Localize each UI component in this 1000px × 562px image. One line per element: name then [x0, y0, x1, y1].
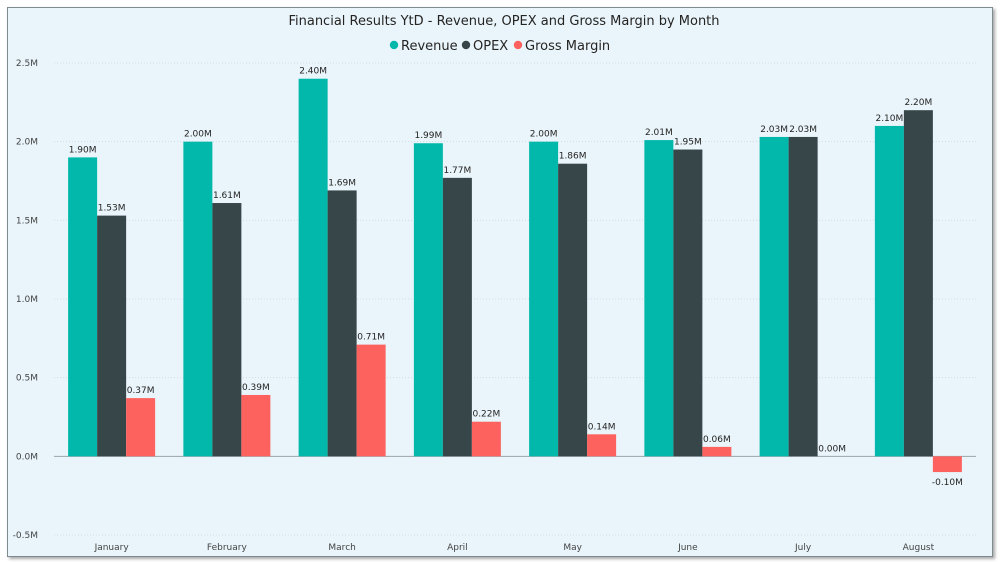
y-tick-label: 2.0M — [16, 138, 38, 148]
bar-gross-margin-january — [126, 398, 156, 457]
x-tick-label: February — [207, 543, 248, 553]
legend-label: Gross Margin — [525, 39, 610, 54]
data-label: 0.00M — [818, 444, 846, 454]
data-label: 1.90M — [69, 145, 97, 155]
data-label: 1.77M — [443, 166, 471, 176]
bars — [68, 78, 962, 473]
x-tick-label: July — [794, 543, 812, 553]
bar-revenue-may — [529, 141, 559, 457]
y-tick-label: 2.5M — [16, 59, 38, 69]
bar-opex-april — [442, 177, 472, 457]
chart-frame: Financial Results YtD - Revenue, OPEX an… — [7, 7, 993, 557]
data-label: 2.03M — [789, 125, 817, 135]
x-tick-label: June — [677, 543, 698, 553]
y-tick-label: 0.5M — [16, 374, 38, 384]
data-label: 0.71M — [357, 333, 385, 343]
bar-revenue-july — [759, 136, 789, 457]
chart-title: Financial Results YtD - Revenue, OPEX an… — [288, 14, 719, 29]
data-label: 1.69M — [328, 178, 356, 188]
bar-gross-margin-april — [471, 421, 501, 457]
y-axis: -0.5M 0.0M 0.5M 1.0M 1.5M 2.0M 2.5M — [13, 59, 38, 541]
bar-revenue-august — [874, 125, 904, 457]
y-tick-label: 1.5M — [16, 216, 38, 226]
data-label: 2.20M — [904, 98, 932, 108]
data-label: 0.22M — [472, 410, 500, 420]
data-label: 2.00M — [530, 130, 558, 140]
bar-gross-margin-may — [587, 434, 617, 457]
x-tick-label: August — [903, 543, 935, 553]
legend-marker — [389, 40, 399, 50]
data-label: 2.01M — [645, 128, 673, 138]
data-label: 0.39M — [242, 383, 270, 393]
bar-revenue-february — [183, 141, 213, 457]
data-label: 1.61M — [213, 191, 241, 201]
x-tick-label: April — [447, 543, 468, 553]
data-label: 0.14M — [588, 422, 616, 432]
x-axis: January February March April May June July Augu… — [94, 543, 935, 553]
data-label: -0.10M — [932, 478, 963, 488]
data-label: 1.53M — [98, 204, 126, 214]
legend-item-gross-margin: Gross Margin — [513, 39, 610, 54]
bar-gross-margin-june — [702, 446, 732, 457]
bar-revenue-june — [644, 140, 674, 457]
bar-opex-may — [558, 163, 588, 457]
data-label: 2.00M — [184, 130, 212, 140]
legend-item-opex: OPEX — [461, 39, 508, 54]
legend-label: OPEX — [473, 39, 508, 54]
bar-opex-february — [212, 203, 242, 457]
bar-opex-june — [673, 149, 703, 457]
bar-opex-august — [903, 110, 933, 457]
bar-gross-margin-august — [932, 456, 962, 473]
x-tick-label: March — [328, 543, 355, 553]
bar-gross-margin-february — [241, 394, 271, 457]
bar-revenue-march — [298, 78, 328, 457]
data-labels: 1.90M 1.53M 0.37M 2.00M 1.61M 0.39M 2.40M 1.69M… — [69, 67, 963, 488]
legend: Revenue OPEX Gross Margin — [389, 39, 610, 54]
legend-item-revenue: Revenue — [389, 39, 458, 54]
bar-opex-july — [788, 136, 818, 457]
y-tick-label: 1.0M — [16, 295, 38, 305]
bar-chart: Financial Results YtD - Revenue, OPEX an… — [13, 14, 976, 553]
legend-marker — [513, 40, 523, 50]
data-label: 1.95M — [674, 138, 702, 148]
bar-gross-margin-march — [356, 344, 386, 457]
data-label: 0.06M — [703, 435, 731, 445]
data-label: 0.37M — [127, 386, 155, 396]
bar-opex-january — [97, 215, 127, 457]
legend-marker — [461, 40, 471, 50]
legend-label: Revenue — [401, 39, 458, 54]
bar-revenue-january — [68, 157, 98, 457]
y-tick-label: -0.5M — [13, 531, 38, 541]
data-label: 2.03M — [760, 125, 788, 135]
data-label: 2.40M — [299, 67, 327, 77]
data-label: 2.10M — [875, 114, 903, 124]
data-label: 1.86M — [559, 152, 587, 162]
x-tick-label: May — [563, 543, 582, 553]
bar-revenue-april — [413, 143, 443, 457]
y-tick-label: 0.0M — [16, 452, 38, 462]
bar-opex-march — [327, 190, 357, 457]
x-tick-label: January — [94, 543, 130, 553]
data-label: 1.99M — [414, 131, 442, 141]
